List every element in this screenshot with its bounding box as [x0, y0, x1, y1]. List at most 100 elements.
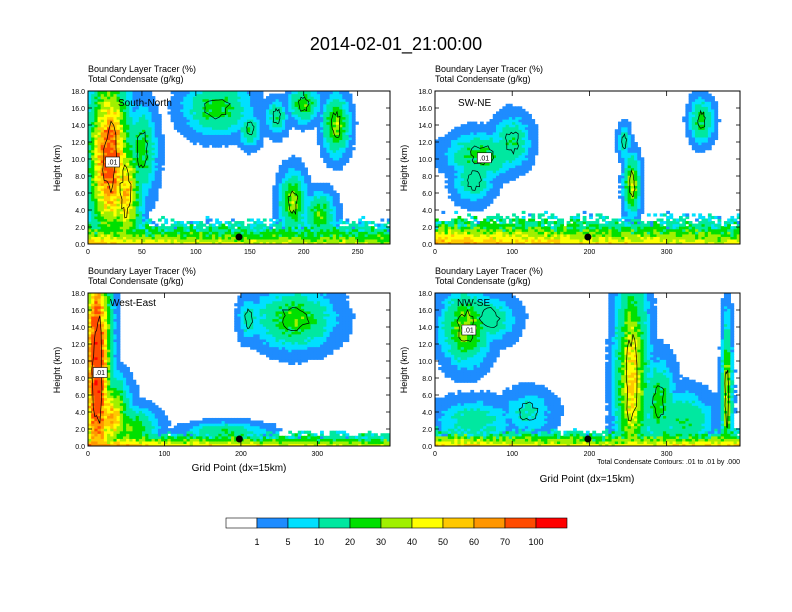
tracer-cell: [380, 228, 385, 232]
tracer-cell: [515, 134, 520, 138]
tracer-cell: [132, 119, 137, 123]
tracer-cell: [339, 241, 343, 244]
tracer-cell: [515, 218, 520, 222]
tracer-cell: [524, 170, 529, 174]
tracer-cell: [189, 228, 194, 232]
tracer-cell: [269, 126, 273, 130]
tracer-cell: [138, 200, 143, 204]
tracer-cell: [250, 142, 254, 146]
tracer-cell: [94, 210, 99, 214]
tracer-cell: [116, 213, 121, 217]
tracer-cell: [361, 238, 366, 243]
tracer-cell: [91, 177, 95, 181]
tracer-cell: [313, 226, 318, 230]
tracer-cell: [553, 228, 558, 232]
tracer-cell: [326, 103, 331, 107]
tracer-cell: [335, 159, 340, 163]
tracer-cell: [154, 103, 159, 107]
tracer-cell: [454, 131, 459, 135]
tracer-cell: [227, 96, 232, 100]
tracer-cell: [269, 238, 273, 243]
tracer-cell: [307, 236, 312, 240]
tracer-cell: [234, 93, 239, 97]
tracer-cell: [451, 157, 455, 161]
tracer-cell: [447, 142, 452, 146]
tracer-cell: [167, 226, 172, 230]
tracer-cell: [342, 154, 347, 158]
tracer-cell: [294, 116, 299, 120]
tracer-cell: [512, 121, 516, 125]
tracer-cell: [116, 172, 121, 176]
tracer-cell: [240, 101, 245, 105]
tracer-cell: [313, 190, 318, 194]
tracer-cell: [132, 170, 137, 174]
tracer-cell: [259, 103, 264, 107]
tracer-cell: [119, 136, 124, 141]
tracer-cell: [460, 177, 465, 181]
tracer-cell: [256, 103, 261, 107]
tracer-cell: [246, 223, 251, 227]
tracer-cell: [151, 147, 156, 151]
tracer-cell: [189, 238, 194, 243]
tracer-cell: [138, 205, 143, 209]
tracer-cell: [88, 231, 92, 235]
tracer-cell: [307, 98, 312, 102]
tracer-cell: [262, 228, 267, 232]
tracer-cell: [335, 144, 340, 148]
tracer-cell: [240, 129, 245, 133]
tracer-cell: [326, 200, 331, 204]
tracer-cell: [275, 116, 280, 120]
tracer-cell: [451, 175, 455, 179]
tracer-cell: [208, 111, 213, 115]
tracer-cell: [119, 91, 124, 95]
tracer-cell: [304, 193, 308, 197]
tracer-cell: [205, 116, 210, 120]
tracer-cell: [161, 231, 165, 235]
tracer-cell: [508, 139, 513, 143]
tracer-cell: [288, 103, 293, 107]
tracer-cell: [294, 106, 299, 110]
tracer-cell: [307, 228, 312, 232]
tracer-cell: [467, 182, 471, 186]
tracer-cell: [253, 111, 258, 115]
tracer-cell: [272, 124, 277, 128]
tracer-cell: [473, 129, 478, 133]
tracer-cell: [278, 124, 283, 128]
tracer-cell: [113, 152, 118, 156]
tracer-cell: [94, 101, 99, 105]
tracer-cell: [307, 91, 312, 95]
tracer-cell: [307, 177, 312, 181]
tracer-cell: [323, 103, 328, 107]
tracer-cell: [107, 233, 111, 237]
tracer-cell: [438, 223, 443, 227]
tracer-cell: [361, 221, 366, 225]
tracer-cell: [479, 231, 484, 235]
tracer-cell: [463, 228, 468, 232]
tracer-cell: [154, 144, 159, 148]
tracer-cell: [285, 124, 289, 128]
tracer-cell: [486, 236, 491, 240]
tracer-cell: [161, 134, 165, 138]
tracer-cell: [170, 98, 175, 102]
tracer-cell: [291, 159, 296, 163]
tracer-cell: [113, 236, 118, 240]
tracer-cell: [94, 233, 99, 237]
tracer-cell: [97, 142, 102, 146]
tracer-cell: [91, 106, 95, 110]
tracer-cell: [454, 136, 459, 141]
tracer-cell: [221, 226, 226, 230]
tracer-cell: [107, 177, 111, 181]
tracer-cell: [307, 213, 312, 217]
tracer-cell: [479, 139, 484, 143]
tracer-cell: [202, 96, 207, 100]
tracer-cell: [313, 213, 318, 217]
tracer-cell: [483, 190, 487, 194]
tracer-cell: [243, 136, 248, 141]
tracer-cell: [288, 215, 293, 220]
tracer-cell: [132, 147, 137, 151]
tracer-cell: [256, 144, 261, 148]
tracer-cell: [348, 147, 353, 151]
tracer-cell: [88, 172, 92, 176]
tracer-cell: [573, 228, 577, 232]
tracer-cell: [227, 131, 232, 135]
